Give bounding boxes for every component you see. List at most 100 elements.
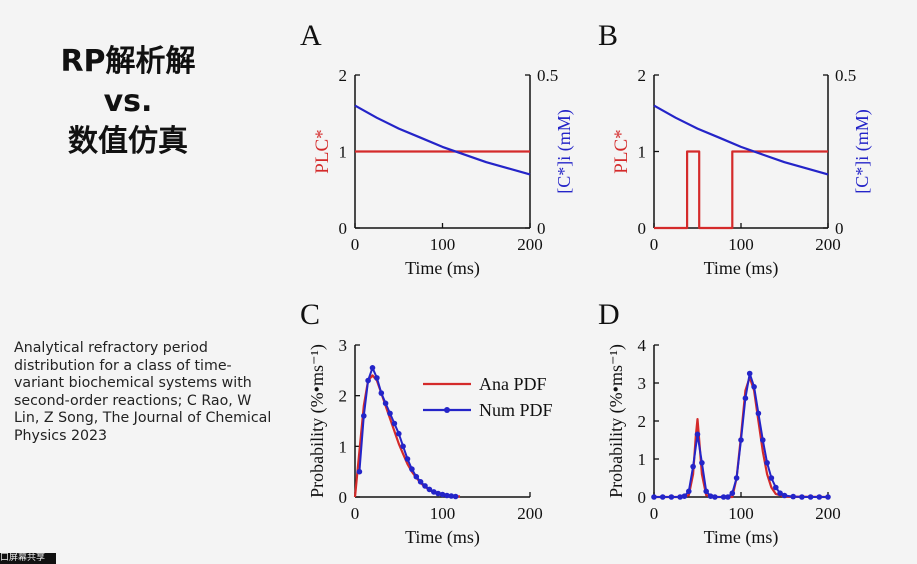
data-point-c-1-6: [382, 400, 389, 407]
data-point-d-1-0: [651, 494, 657, 500]
data-point-d-1-8: [699, 460, 705, 466]
data-point-c-1-21: [448, 493, 455, 499]
data-point-d-1-1: [659, 494, 666, 500]
y-tick-label-a-1: 1: [339, 143, 348, 162]
x-tick-label-d-2: 200: [815, 504, 841, 523]
data-point-c-1-2: [365, 377, 371, 384]
title-line-2: vs.: [103, 84, 153, 119]
y-axis-label-c: Probability (%•ms⁻¹): [307, 344, 328, 498]
x-tick-label-a-0: 0: [351, 235, 360, 254]
series-line-c-1: [358, 366, 456, 498]
panel-label-a: A: [300, 19, 322, 52]
data-point-d-1-10: [707, 493, 714, 500]
data-point-c-1-17: [431, 489, 437, 495]
y-right-tick-label-a-0: 0: [537, 219, 546, 238]
x-axis-label-c: Time (ms): [405, 527, 480, 548]
series-line-c-0: [353, 374, 461, 498]
data-point-d-1-7: [694, 431, 701, 438]
data-point-c-1-1: [361, 413, 367, 419]
data-point-c-1-14: [417, 479, 424, 485]
y-tick-label-a-2: 2: [339, 66, 348, 85]
data-point-c-1-0: [356, 468, 363, 475]
series-line-d-1: [654, 372, 828, 498]
data-point-d-1-27: [790, 493, 796, 500]
data-point-d-1-3: [677, 494, 683, 500]
data-point-d-1-20: [755, 410, 762, 417]
panel-label-b: B: [598, 19, 618, 52]
y-axis-label-d: Probability (%•ms⁻¹): [606, 344, 627, 498]
y-tick-label-c-3: 3: [339, 336, 348, 355]
legend-entry-0: Ana PDF: [479, 374, 547, 394]
y-tick-label-d-1: 1: [638, 450, 647, 469]
data-point-d-1-2: [668, 494, 675, 500]
data-point-c-1-4: [374, 375, 380, 381]
y-tick-label-d-4: 4: [638, 336, 647, 355]
screen-share-strip: 口屏幕共享: [0, 553, 56, 564]
y-axis-label-right-b: [C*]i (mM): [852, 109, 873, 194]
y-tick-label-b-2: 2: [638, 66, 647, 85]
y-axis-label-left-b: PLC*: [611, 129, 632, 173]
y-tick-label-a-0: 0: [339, 219, 348, 238]
x-axis-label-b: Time (ms): [704, 258, 779, 279]
y-tick-label-b-0: 0: [638, 219, 647, 238]
data-point-d-1-9: [703, 488, 709, 495]
citation-text: Analytical refractory period distributio…: [14, 340, 272, 444]
data-point-d-1-15: [733, 475, 740, 481]
data-point-c-1-5: [378, 390, 385, 396]
y-tick-label-c-2: 2: [339, 387, 348, 406]
panel-c: C 0 100 200 0 1 2 3 Time (ms) Probability (%•ms⁻¹…: [300, 298, 553, 548]
data-point-d-1-23: [768, 475, 775, 481]
data-point-c-1-20: [444, 492, 450, 499]
title-line-1: RP解析解: [60, 44, 196, 79]
x-tick-label-a-1: 100: [430, 235, 456, 254]
data-point-d-1-19: [751, 384, 757, 390]
x-tick-label-b-1: 100: [728, 235, 754, 254]
slide-title: RP解析解 vs. 数值仿真: [28, 42, 228, 162]
data-point-d-1-22: [764, 460, 770, 466]
panel-d: D 0 100 200 0 1 2 3 4 Time (ms) Probability (%•ms⁻…: [598, 298, 841, 548]
data-point-d-1-25: [777, 490, 783, 497]
data-point-c-1-19: [439, 491, 446, 498]
y-right-tick-label-b-1: 0.5: [835, 66, 856, 85]
data-point-d-1-30: [816, 494, 823, 500]
data-point-d-1-28: [799, 494, 805, 500]
data-point-c-1-16: [426, 486, 433, 493]
data-point-d-1-14: [729, 490, 736, 497]
data-point-c-1-22: [452, 493, 459, 500]
y-tick-label-d-3: 3: [638, 374, 647, 393]
data-point-d-1-29: [807, 494, 814, 500]
y-tick-label-c-1: 1: [339, 437, 348, 456]
data-point-d-1-24: [773, 484, 779, 491]
y-tick-label-b-1: 1: [638, 143, 647, 162]
x-axis-label-d: Time (ms): [704, 527, 779, 548]
x-tick-label-d-0: 0: [650, 504, 659, 523]
series-line-a-1: [354, 104, 531, 176]
data-point-d-1-18: [746, 370, 753, 377]
data-point-c-1-10: [400, 443, 406, 450]
y-right-tick-label-a-1: 0.5: [537, 66, 558, 85]
panel-label-d: D: [598, 298, 620, 331]
data-point-c-1-15: [422, 483, 428, 489]
data-point-d-1-12: [720, 494, 727, 500]
data-point-d-1-11: [712, 494, 718, 500]
x-tick-label-b-2: 200: [815, 235, 841, 254]
data-point-c-1-8: [391, 420, 398, 427]
legend-marker-1: [444, 407, 450, 413]
x-tick-label-c-0: 0: [351, 504, 360, 523]
data-point-c-1-7: [387, 410, 393, 417]
figure-panels: A 0 100 200 0 1 2 0 0.5 Time (ms) PLC* [C*]i (mM) B 0…: [280, 0, 917, 564]
series-line-b-0: [654, 150, 828, 230]
data-point-d-1-6: [690, 463, 696, 470]
y-right-tick-label-b-0: 0: [835, 219, 844, 238]
data-point-d-1-26: [781, 492, 788, 499]
y-axis-label-right-a: [C*]i (mM): [554, 109, 575, 194]
x-tick-label-b-0: 0: [650, 235, 659, 254]
data-point-d-1-21: [760, 437, 766, 443]
y-tick-label-d-0: 0: [638, 488, 647, 507]
title-line-3: 数值仿真: [68, 124, 188, 159]
data-point-c-1-9: [396, 430, 402, 437]
x-tick-label-c-1: 100: [430, 504, 456, 523]
